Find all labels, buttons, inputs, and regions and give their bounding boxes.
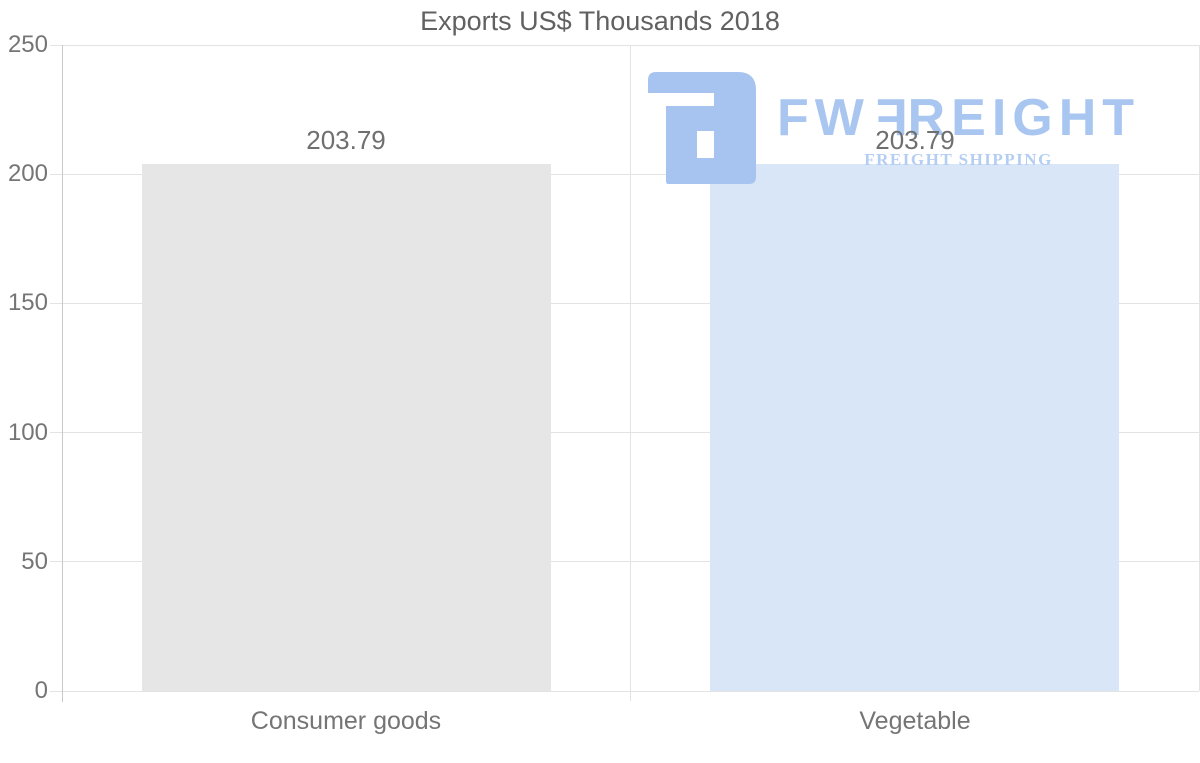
gridline-y-200 bbox=[50, 173, 1199, 175]
bar-consumer-goods bbox=[142, 164, 551, 691]
gridline-x-2 bbox=[1198, 45, 1200, 691]
gridline-x-1 bbox=[630, 45, 631, 701]
y-tick-label: 150 bbox=[7, 289, 48, 317]
bar-value-label: 203.79 bbox=[306, 125, 386, 156]
gridline-y-0 bbox=[50, 690, 1199, 692]
x-category-label: Consumer goods bbox=[250, 707, 442, 735]
x-category-label: Vegetable bbox=[859, 707, 971, 735]
y-tick-label: 100 bbox=[7, 418, 48, 446]
y-axis-line bbox=[62, 45, 63, 702]
bar-value-label: 203.79 bbox=[875, 125, 955, 156]
bar-vegetable bbox=[710, 164, 1119, 691]
y-tick-label: 0 bbox=[34, 677, 48, 704]
gridline-y-100 bbox=[50, 432, 1199, 434]
y-tick-label: 50 bbox=[21, 547, 48, 575]
gridline-y-250 bbox=[50, 44, 1199, 46]
y-tick-label: 250 bbox=[7, 31, 48, 58]
y-tick-label: 200 bbox=[7, 160, 48, 188]
gridline-y-50 bbox=[50, 561, 1199, 563]
chart-title: Exports US$ Thousands 2018 bbox=[420, 6, 780, 36]
gridline-y-150 bbox=[50, 302, 1199, 304]
